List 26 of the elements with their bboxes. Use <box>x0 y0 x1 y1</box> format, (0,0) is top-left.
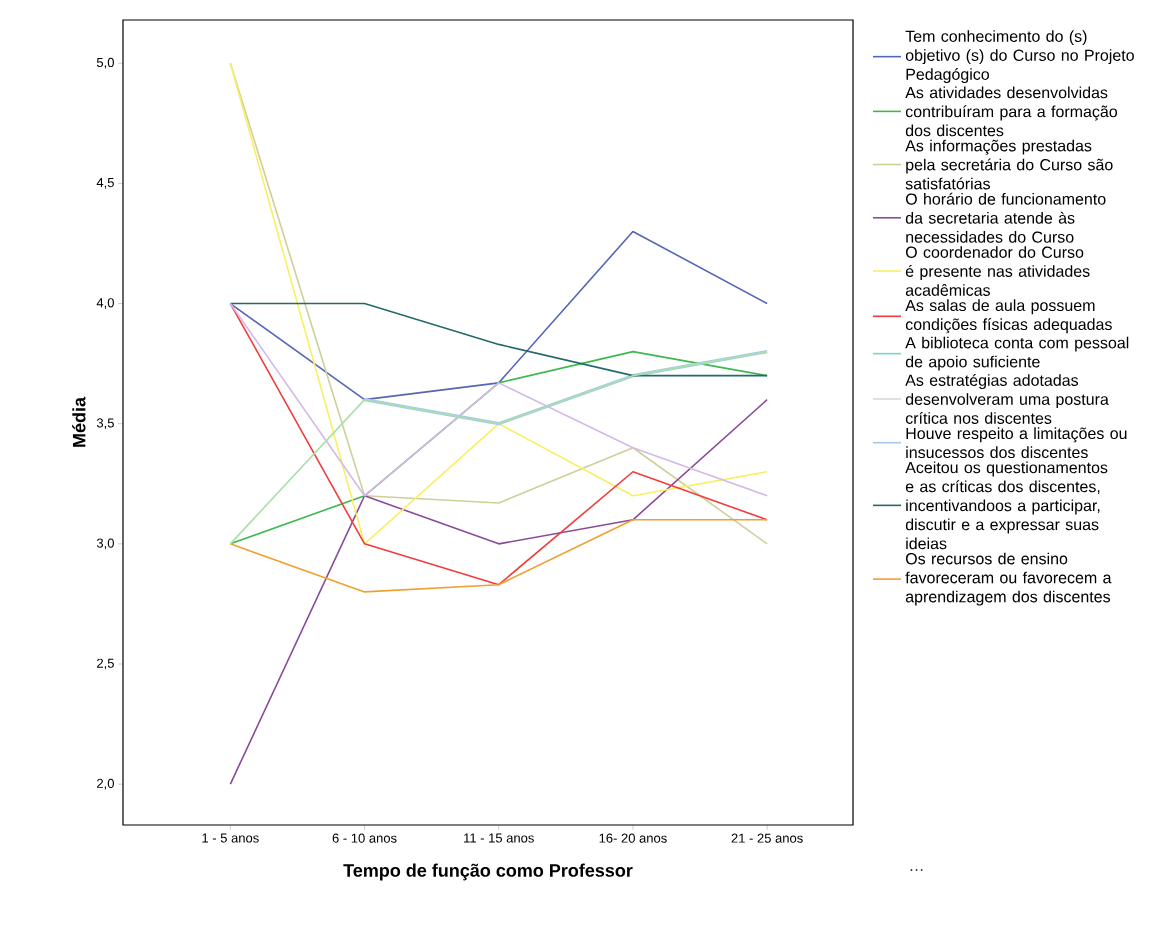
y-tick-label: 3,5 <box>96 418 114 430</box>
legend-label: Os recursos de ensino favoreceram ou favorecem a aprendizagem dos discentes <box>905 552 1112 606</box>
x-tick-label: 11 - 15 anos <box>464 833 534 843</box>
x-tick-label: 21 - 25 anos <box>731 833 803 843</box>
y-tick-label: 2,5 <box>97 658 114 670</box>
x-tick-label: 1 - 5 anos <box>202 833 259 843</box>
legend-label: Aceitou os questionamentos e as críticas dos discentes, incentivandoos a participar, discutir e a expressar suas ideias <box>905 461 1108 550</box>
x-tick-label: 16- 20 anos <box>599 833 667 843</box>
legend-label: Houve respeito a limitações ou insucessos dos discentes <box>906 427 1127 459</box>
x-tick-label: 6 - 10 anos <box>332 833 397 843</box>
legend-label: O coordenador do Curso é presente nas atividades acadêmicas <box>905 246 1090 296</box>
y-tick-label: 2,0 <box>97 778 114 790</box>
legend-label: Tem conhecimento do (s) objetivo (s) do Curso no Projeto Pedagógico <box>905 30 1134 84</box>
y-tick-label: 4,5 <box>96 178 114 189</box>
legend-label: As informações prestadas pela secretária do Curso são satisfatórias <box>905 139 1113 190</box>
legend-label: As salas de aula possuem condições físicas adequadas <box>905 299 1112 334</box>
legend-label: As estratégias adotadas desenvolveram uma postura crítica nos discentes <box>905 374 1109 424</box>
text: … <box>910 869 923 871</box>
y-axis-title: Média <box>72 396 86 447</box>
x-axis-title: Tempo de função como Professor <box>343 863 633 881</box>
y-tick-label: 4,0 <box>96 298 114 309</box>
y-tick-label: 5,0 <box>96 57 114 69</box>
legend-label: A biblioteca conta com pessoal de apoio suficiente <box>905 336 1129 371</box>
legend-label: O horário de funcionamento da secretaria atende às necessidades do Curso <box>905 192 1106 243</box>
legend-label: As atividades desenvolvidas contribuíram para a formação dos discentes <box>905 86 1118 137</box>
y-tick-label: 3,0 <box>96 538 114 550</box>
